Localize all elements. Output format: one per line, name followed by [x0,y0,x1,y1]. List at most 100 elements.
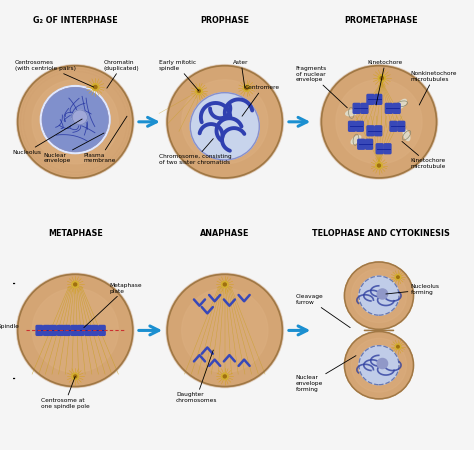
Circle shape [359,276,399,315]
Circle shape [197,90,201,92]
FancyBboxPatch shape [64,325,70,335]
Circle shape [74,283,77,286]
Circle shape [18,274,133,387]
Text: Nucleolus
forming: Nucleolus forming [386,284,439,295]
Text: Nucleolus: Nucleolus [12,119,82,155]
Circle shape [182,80,268,164]
Circle shape [167,274,283,387]
FancyBboxPatch shape [358,140,365,149]
Text: ANAPHASE: ANAPHASE [200,230,249,238]
Text: Centrosomes
(with centriole pairs): Centrosomes (with centriole pairs) [15,60,94,87]
FancyBboxPatch shape [367,94,374,104]
Circle shape [377,164,381,167]
Text: Aster: Aster [233,60,249,88]
Circle shape [94,86,97,89]
Circle shape [72,373,79,380]
Circle shape [221,281,228,288]
FancyBboxPatch shape [375,94,382,104]
Text: Nonkinetochore
microtubules: Nonkinetochore microtubules [410,72,457,105]
Text: Metaphase
plate: Metaphase plate [84,283,142,328]
Ellipse shape [403,130,410,141]
Circle shape [223,375,226,378]
Circle shape [167,66,283,178]
FancyBboxPatch shape [365,140,373,149]
Circle shape [395,344,401,349]
Circle shape [397,276,399,279]
Circle shape [72,281,79,288]
Text: Kinetochore
microtubule: Kinetochore microtubule [402,141,446,169]
FancyBboxPatch shape [375,126,382,136]
Text: Cleavage
furrow: Cleavage furrow [296,294,350,328]
FancyBboxPatch shape [57,325,64,335]
Circle shape [32,288,118,373]
Circle shape [376,162,382,169]
FancyBboxPatch shape [361,104,368,113]
FancyBboxPatch shape [36,325,43,335]
FancyBboxPatch shape [376,144,383,153]
Circle shape [166,273,283,387]
Text: Centrosome at
one spindle pole: Centrosome at one spindle pole [41,376,90,409]
Text: PROMETAPHASE: PROMETAPHASE [345,16,418,25]
Text: Spindle: Spindle [0,324,19,328]
Circle shape [397,346,399,348]
FancyBboxPatch shape [50,325,56,335]
Ellipse shape [398,99,406,108]
FancyBboxPatch shape [390,122,397,131]
Circle shape [351,338,407,392]
Circle shape [18,66,133,178]
FancyBboxPatch shape [356,122,363,131]
Circle shape [41,86,110,153]
FancyBboxPatch shape [398,122,405,131]
Circle shape [221,373,228,380]
FancyBboxPatch shape [44,325,50,335]
Circle shape [182,288,268,373]
Text: Early mitotic
spindle: Early mitotic spindle [159,60,199,91]
Circle shape [359,346,399,385]
FancyBboxPatch shape [353,104,360,113]
Circle shape [243,85,250,91]
FancyBboxPatch shape [367,126,374,136]
Circle shape [196,88,202,94]
Circle shape [190,93,259,160]
Circle shape [17,273,134,387]
Text: Daughter
chromosomes: Daughter chromosomes [176,350,218,403]
Circle shape [395,274,401,280]
Circle shape [17,65,134,179]
Circle shape [223,283,226,286]
Circle shape [377,359,388,369]
Text: Chromatin
(duplicated): Chromatin (duplicated) [104,60,140,88]
Text: Centromere: Centromere [242,86,280,116]
FancyBboxPatch shape [384,144,391,153]
Text: Nuclear
envelope: Nuclear envelope [44,133,104,163]
Circle shape [321,66,437,178]
Text: Nuclear
envelope
forming: Nuclear envelope forming [296,356,356,392]
Circle shape [32,80,118,164]
Text: Chromosome, consisting
of two sister chromatids: Chromosome, consisting of two sister chr… [159,139,231,165]
FancyBboxPatch shape [71,325,78,335]
Text: PROPHASE: PROPHASE [201,16,249,25]
Circle shape [377,289,388,299]
Circle shape [345,262,413,329]
FancyBboxPatch shape [348,122,356,131]
Circle shape [74,375,77,378]
Circle shape [380,76,383,80]
Ellipse shape [351,135,361,144]
FancyBboxPatch shape [85,325,91,335]
Text: G₂ OF INTERPHASE: G₂ OF INTERPHASE [33,16,118,25]
Text: METAPHASE: METAPHASE [48,230,102,238]
Text: TELOPHASE AND CYTOKINESIS: TELOPHASE AND CYTOKINESIS [312,230,450,238]
Circle shape [320,65,438,179]
Circle shape [378,75,385,81]
Circle shape [92,84,99,90]
FancyBboxPatch shape [91,325,98,335]
Ellipse shape [346,110,357,116]
Text: Plasma
membrane: Plasma membrane [84,116,127,163]
FancyBboxPatch shape [393,104,400,113]
Text: Kinetochore: Kinetochore [367,60,403,105]
Circle shape [166,65,283,179]
FancyBboxPatch shape [78,325,84,335]
Circle shape [72,110,87,125]
Circle shape [345,332,413,399]
Circle shape [245,87,248,90]
Text: Fragments
of nuclear
envelope: Fragments of nuclear envelope [296,66,347,108]
